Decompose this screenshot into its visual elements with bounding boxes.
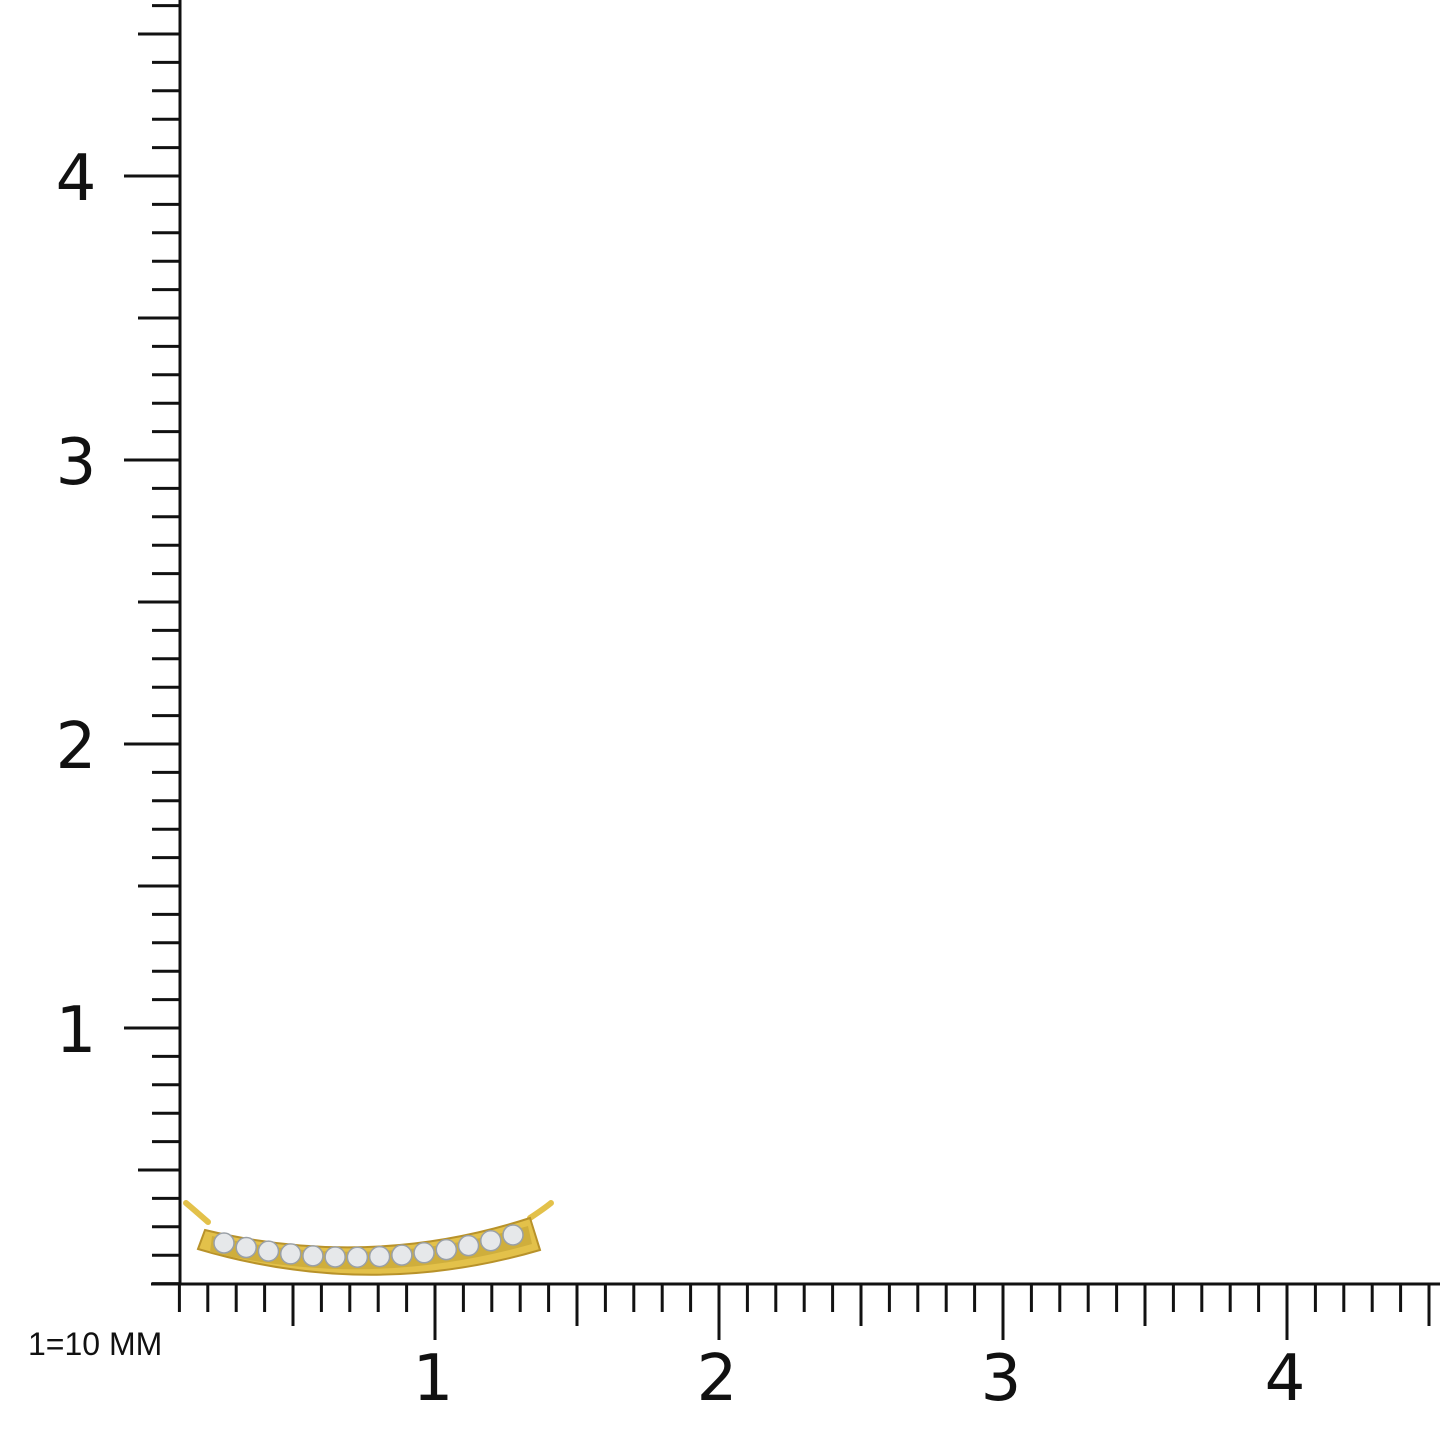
diamond-stone [413,1242,435,1264]
diamond-stone [279,1243,302,1265]
right-loop [527,1200,554,1221]
x-tick-label: 4 [1265,1342,1306,1416]
x-tick-label: 3 [981,1342,1022,1416]
y-tick-label: 1 [56,994,97,1068]
diamond-stone [457,1234,480,1257]
diamond-stone [480,1229,502,1252]
left-loop [183,1200,211,1225]
y-tick-label: 3 [56,426,97,500]
diamond-stone [324,1246,346,1268]
x-tick-label: 1 [413,1342,454,1416]
x-tick-label: 2 [697,1342,738,1416]
diamond-stone [213,1232,235,1254]
ruler-ticks [124,4,1431,1340]
y-tick-label: 4 [56,142,97,216]
diamond-stone [346,1246,369,1268]
y-tick-label: 2 [56,710,97,784]
diamond-stone [368,1245,391,1268]
diamond-stone [257,1240,280,1262]
scale-note: 1=10 MM [28,1326,163,1362]
diamond-stone [235,1236,257,1259]
diamond-stone [391,1244,413,1266]
pendant-image [183,1200,554,1276]
diamond-stone [502,1224,524,1246]
diamond-stone [435,1238,458,1261]
diamond-stone [302,1245,324,1267]
